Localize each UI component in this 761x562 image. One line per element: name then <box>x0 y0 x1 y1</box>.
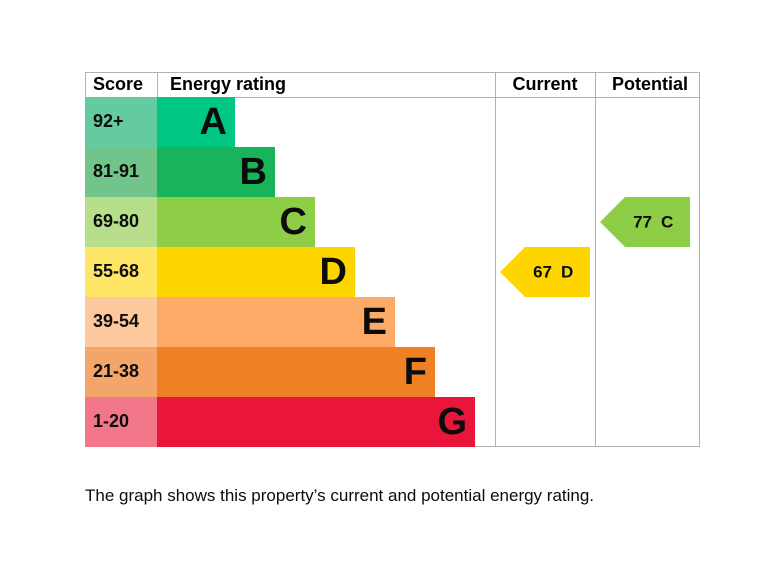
score-cell <box>85 197 157 247</box>
score-cell <box>85 347 157 397</box>
rating-letter: G <box>437 401 467 443</box>
score-label: 92+ <box>93 111 124 131</box>
rating-bar <box>157 397 475 447</box>
current-value: 67 <box>533 262 552 281</box>
score-cell <box>85 147 157 197</box>
header-current: Current <box>512 74 577 94</box>
rating-letter: F <box>404 351 427 393</box>
potential-value: 77 <box>633 212 652 231</box>
rating-letter: E <box>362 301 387 343</box>
score-label: 39-54 <box>93 311 139 331</box>
current-band: D <box>561 262 573 281</box>
rating-bar <box>157 197 315 247</box>
rating-bar <box>157 97 235 147</box>
potential-arrow <box>600 197 690 247</box>
caption: The graph shows this property’s current … <box>85 486 595 505</box>
rating-bar <box>157 147 275 197</box>
rating-letter: B <box>240 151 267 193</box>
rating-bar <box>157 247 355 297</box>
score-label: 21-38 <box>93 361 139 381</box>
epc-chart: Score Energy rating Current Potential 92… <box>85 72 700 447</box>
score-cell <box>85 247 157 297</box>
rating-letter: C <box>280 201 307 243</box>
rating-letter: D <box>320 251 347 293</box>
score-cell <box>85 397 157 447</box>
rating-letter: A <box>200 101 227 143</box>
score-label: 1-20 <box>93 411 129 431</box>
rating-bar <box>157 347 435 397</box>
potential-band: C <box>661 212 673 231</box>
score-label: 69-80 <box>93 211 139 231</box>
header-potential: Potential <box>612 74 688 94</box>
score-cell <box>85 297 157 347</box>
rating-bar <box>157 297 395 347</box>
score-label: 81-91 <box>93 161 139 181</box>
header-score: Score <box>93 74 143 94</box>
current-arrow <box>500 247 590 297</box>
score-label: 55-68 <box>93 261 139 281</box>
header-rating: Energy rating <box>170 74 286 94</box>
score-cell <box>85 97 157 147</box>
